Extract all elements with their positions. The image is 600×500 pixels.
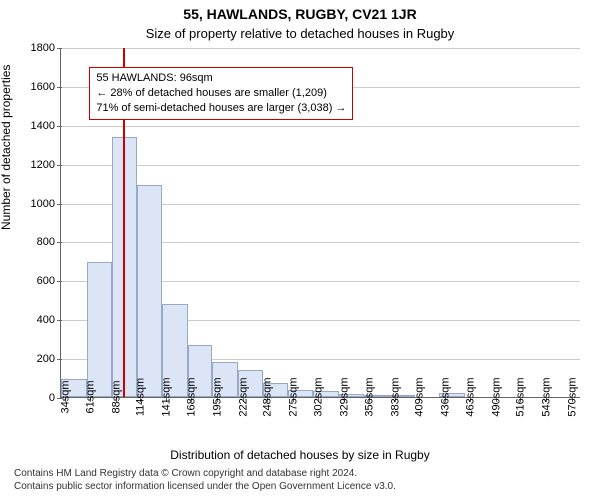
plot-area: 02004006008001000120014001600180034sqm61… xyxy=(60,48,580,398)
annotation-line1: 55 HAWLANDS: 96sqm xyxy=(96,71,346,86)
footer-attribution: Contains HM Land Registry data © Crown c… xyxy=(14,468,396,493)
y-tick-label: 1600 xyxy=(31,81,61,93)
gridline-h xyxy=(61,48,580,49)
x-tick-label: 356sqm xyxy=(363,377,376,416)
y-tick-label: 800 xyxy=(37,236,61,248)
x-tick-label: 168sqm xyxy=(185,377,198,416)
x-tick-label: 114sqm xyxy=(134,378,147,416)
y-tick-label: 1400 xyxy=(31,120,61,132)
chart-title: 55, HAWLANDS, RUGBY, CV21 1JR xyxy=(0,6,600,22)
y-tick-label: 400 xyxy=(37,314,61,326)
annotation-line3: 71% of semi-detached houses are larger (… xyxy=(96,101,346,116)
histogram-bar xyxy=(87,262,113,397)
chart-container: 55, HAWLANDS, RUGBY, CV21 1JR Size of pr… xyxy=(0,0,600,500)
x-tick-label: 383sqm xyxy=(388,377,401,416)
y-tick-label: 1000 xyxy=(31,198,61,210)
x-tick-label: 61sqm xyxy=(84,380,97,413)
annotation-box: 55 HAWLANDS: 96sqm ← 28% of detached hou… xyxy=(89,67,353,120)
y-tick-label: 200 xyxy=(37,353,61,365)
x-tick-label: 88sqm xyxy=(109,380,122,413)
x-tick-label: 543sqm xyxy=(540,377,553,416)
x-axis-label: Distribution of detached houses by size … xyxy=(0,448,600,462)
x-tick-label: 248sqm xyxy=(261,377,274,416)
x-tick-label: 463sqm xyxy=(464,377,477,416)
x-tick-label: 409sqm xyxy=(413,377,426,416)
y-tick-label: 1800 xyxy=(31,42,61,54)
x-tick-label: 195sqm xyxy=(211,377,224,416)
x-tick-label: 141sqm xyxy=(159,377,172,416)
x-tick-label: 275sqm xyxy=(286,377,299,416)
footer-line2: Contains public sector information licen… xyxy=(14,481,396,494)
y-tick-label: 1200 xyxy=(31,159,61,171)
x-tick-label: 490sqm xyxy=(489,377,502,416)
footer-line1: Contains HM Land Registry data © Crown c… xyxy=(14,468,396,481)
x-tick-label: 436sqm xyxy=(438,377,451,416)
annotation-line2: ← 28% of detached houses are smaller (1,… xyxy=(96,86,346,101)
gridline-h xyxy=(61,165,580,166)
histogram-bar xyxy=(137,185,163,397)
x-tick-label: 329sqm xyxy=(337,377,350,416)
chart-subtitle: Size of property relative to detached ho… xyxy=(0,26,600,41)
y-tick-label: 600 xyxy=(37,275,61,287)
x-tick-label: 222sqm xyxy=(236,377,249,416)
y-axis-label: Number of detached properties xyxy=(0,65,13,230)
x-tick-label: 302sqm xyxy=(312,377,325,416)
x-tick-label: 34sqm xyxy=(58,380,71,413)
gridline-h xyxy=(61,126,580,127)
x-tick-label: 570sqm xyxy=(565,377,578,416)
x-tick-label: 516sqm xyxy=(514,377,527,416)
